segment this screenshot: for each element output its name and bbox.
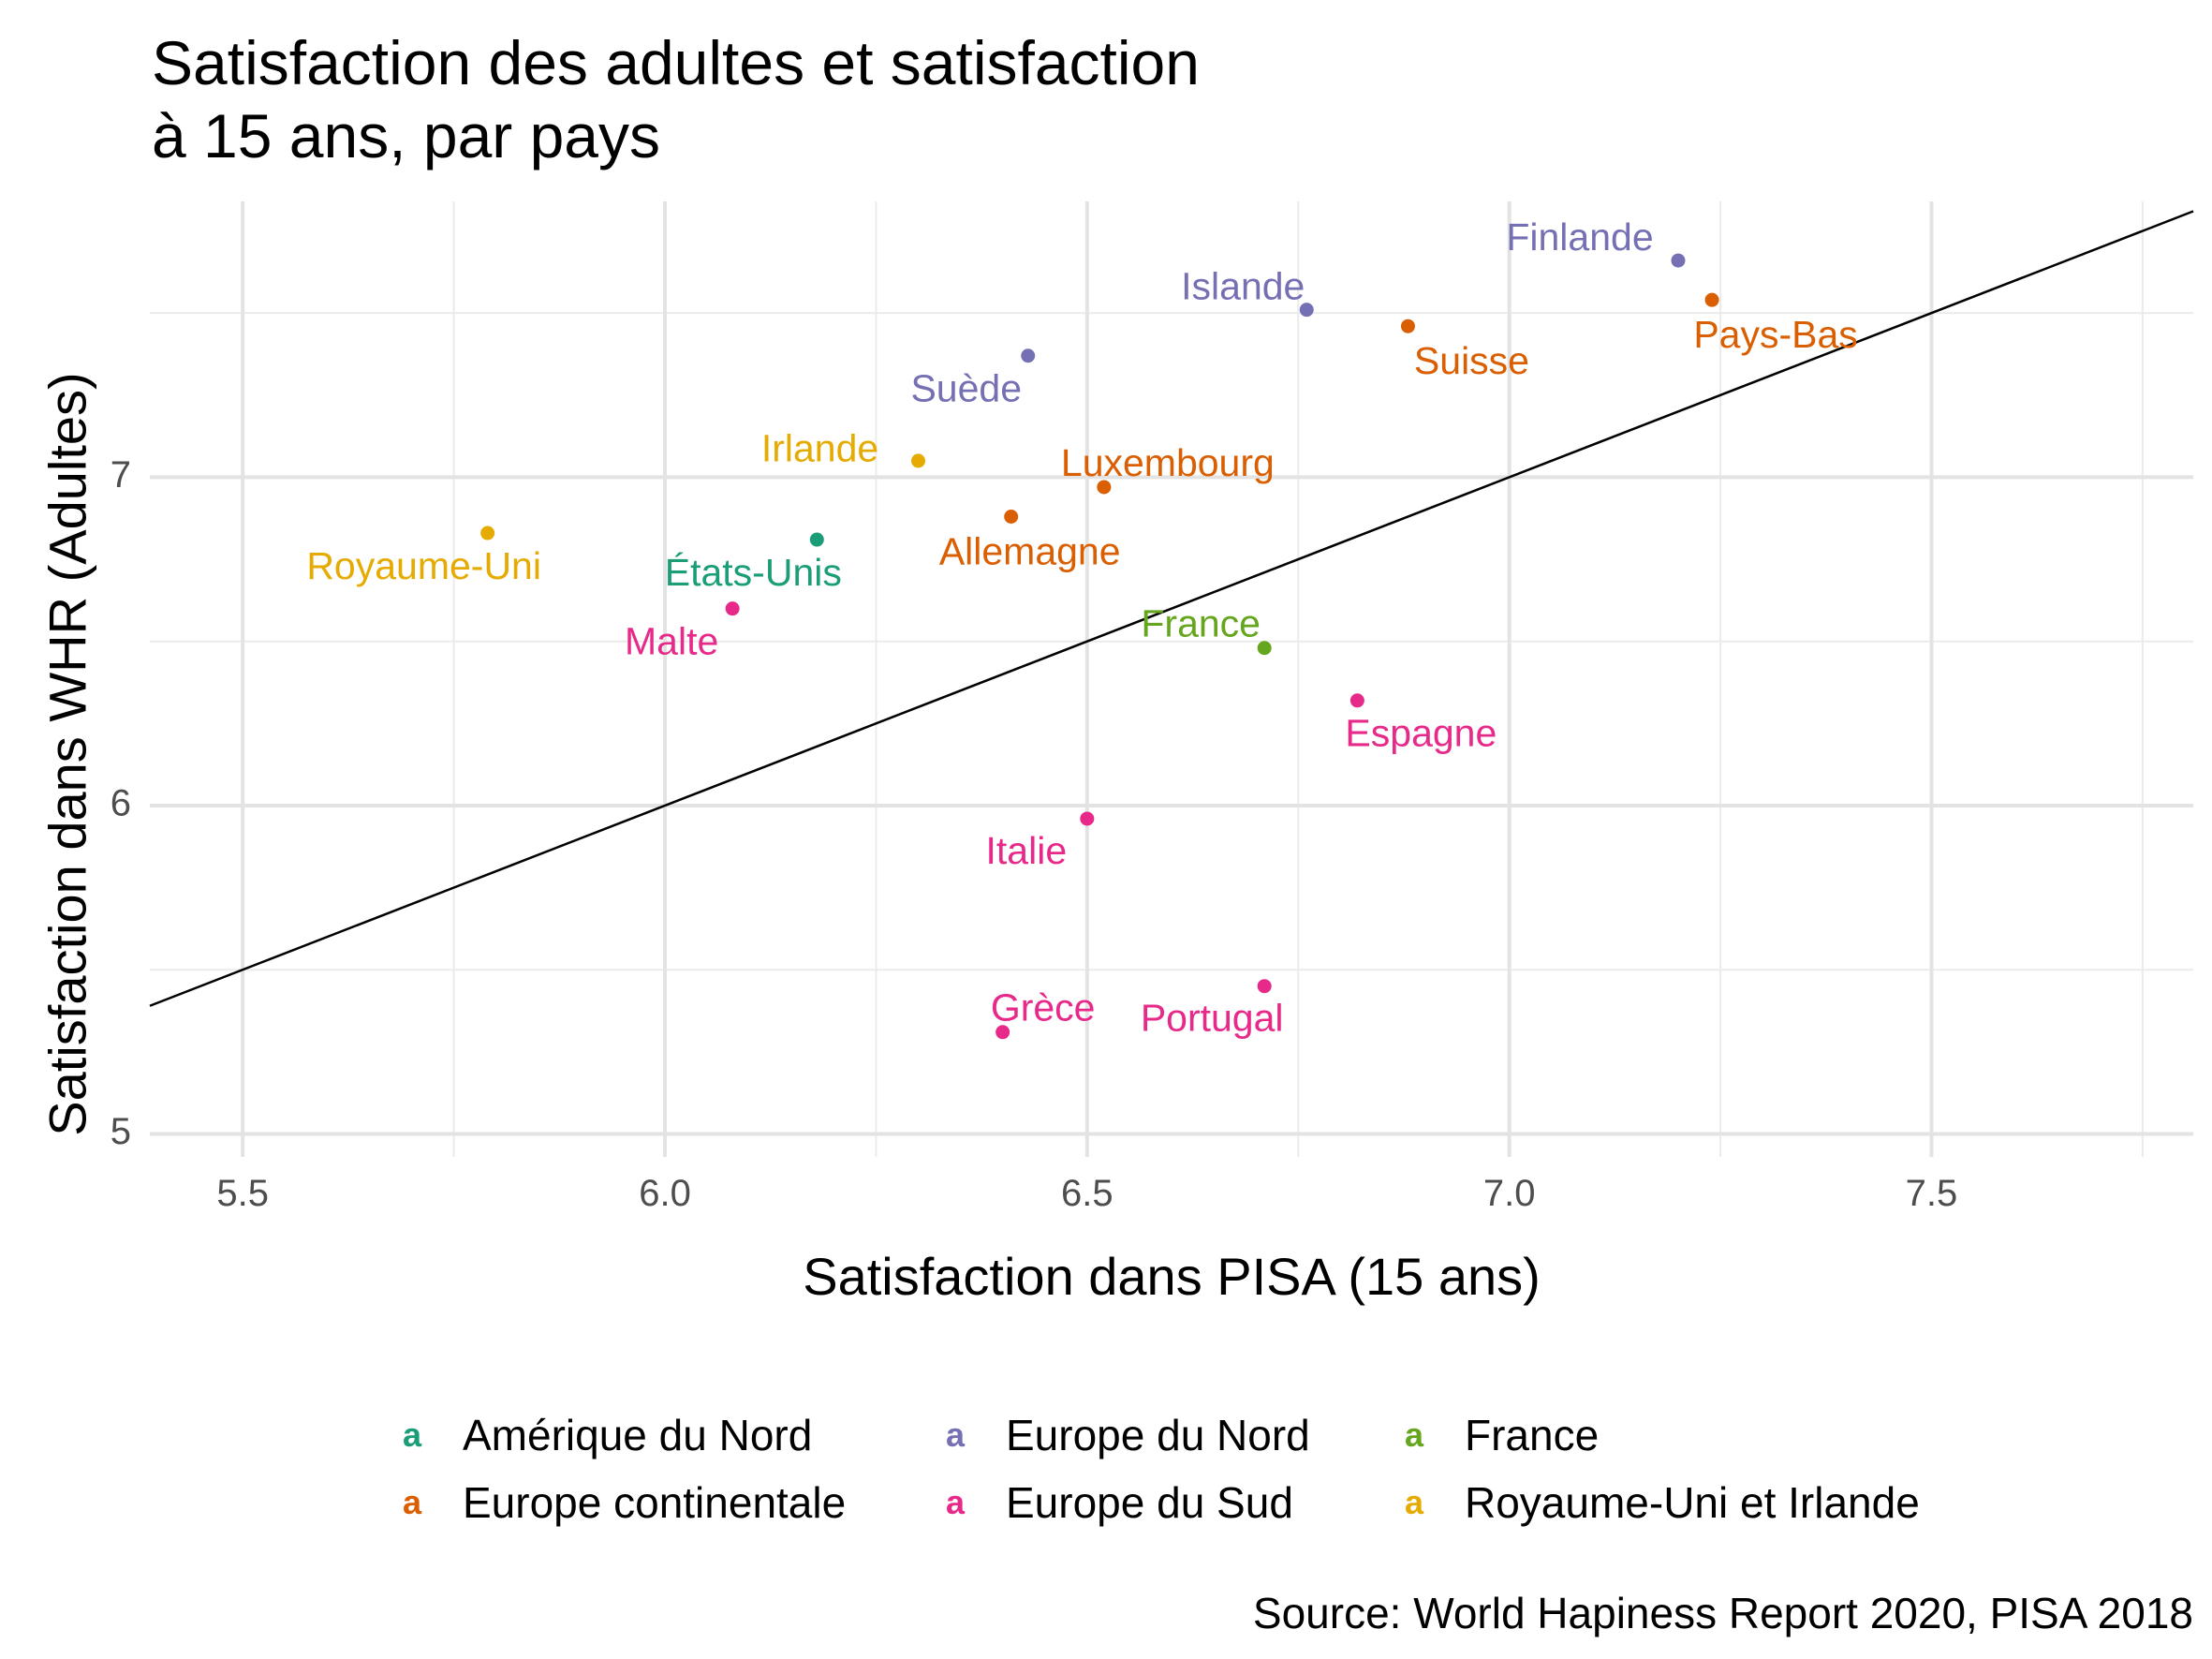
y-tick-label: 5 [111,1111,131,1152]
x-tick-label: 5.5 [216,1173,269,1214]
point-label: Portugal [1141,997,1284,1040]
data-point [480,526,495,541]
legend-label: Europe continentale [463,1478,847,1527]
point-label: Italie [986,829,1068,872]
data-point [1021,348,1036,363]
point-label: Malte [625,619,718,662]
x-axis-label: Satisfaction dans PISA (15 ans) [803,1247,1541,1306]
point-label: Allemagne [939,529,1121,572]
y-tick-label: 6 [111,783,131,824]
legend-label: France [1465,1411,1600,1459]
data-point [1400,318,1415,333]
legend-key-glyph: a [945,1415,966,1454]
data-point [1704,292,1719,307]
point-label: Royaume-Uni [306,544,541,587]
data-point [1004,509,1019,524]
y-axis-label: Satisfaction dans WHR (Adultes) [37,372,97,1136]
legend-item: a Europe du Sud [936,1473,1293,1533]
data-point [995,1025,1010,1040]
chart-title: Satisfaction des adultes et satisfaction… [152,26,1200,172]
data-point [1097,480,1112,495]
data-point [1671,253,1686,268]
point-label: Suisse [1414,339,1529,382]
legend-item: a Amérique du Nord [393,1405,812,1465]
legend-label: Amérique du Nord [463,1411,813,1459]
data-point [1299,303,1314,318]
legend-key-glyph: a [945,1483,966,1521]
point-label: Pays-Bas [1693,313,1857,356]
x-tick-label: 7.5 [1906,1173,1958,1214]
y-tick-label: 7 [111,454,131,496]
data-point [1080,811,1095,826]
point-label: Grèce [991,986,1096,1029]
legend-label: Europe du Nord [1006,1411,1310,1459]
point-label: Irlande [761,427,878,470]
y-axis-tick-labels: 5 6 7 [111,454,131,1152]
legend-item: a Europe continentale [393,1473,846,1533]
data-point [809,532,824,547]
data-point [911,453,926,468]
point-label: Islande [1181,264,1305,307]
data-point-labels: Finlande Islande Suède Pays-Bas Suisse Luxemb… [306,215,1857,1040]
point-label: Suède [910,367,1022,410]
legend-label: Europe du Sud [1006,1478,1293,1527]
source-caption: Source: World Hapiness Report 2020, PISA… [1252,1589,2193,1637]
legend-item: a Europe du Nord [936,1405,1310,1465]
point-label: États-Unis [665,551,842,594]
legend-label: Royaume-Uni et Irlande [1465,1478,1920,1527]
legend-item: a France [1395,1405,1599,1465]
identity-reference-line [149,210,2194,1007]
data-point [1349,693,1364,708]
data-point [725,601,740,616]
x-tick-label: 7.0 [1483,1173,1536,1214]
data-point [1257,641,1272,656]
point-label: Finlande [1506,215,1653,259]
legend-item: a Royaume-Uni et Irlande [1395,1473,1920,1533]
legend-key-glyph: a [402,1483,422,1521]
chart-title-line2: à 15 ans, par pays [152,101,661,170]
major-gridlines [150,201,2193,1157]
chart-title-line1: Satisfaction des adultes et satisfaction [152,28,1200,97]
x-axis-tick-labels: 5.5 6.0 6.5 7.0 7.5 [216,1173,1957,1214]
point-label: Luxembourg [1061,441,1275,484]
legend-key-glyph: a [402,1415,422,1454]
x-tick-label: 6.0 [639,1173,691,1214]
legend-key-glyph: a [1404,1483,1424,1521]
legend: a Amérique du Nord a Europe continentale a Eu… [393,1405,2079,1546]
identity-line [149,210,2194,1007]
x-tick-label: 6.5 [1061,1173,1113,1214]
data-points [480,253,1719,1040]
legend-key-glyph: a [1404,1415,1424,1454]
point-label: France [1141,602,1261,645]
data-point [1257,979,1272,994]
point-label: Espagne [1345,712,1497,755]
minor-gridlines [150,201,2193,1157]
